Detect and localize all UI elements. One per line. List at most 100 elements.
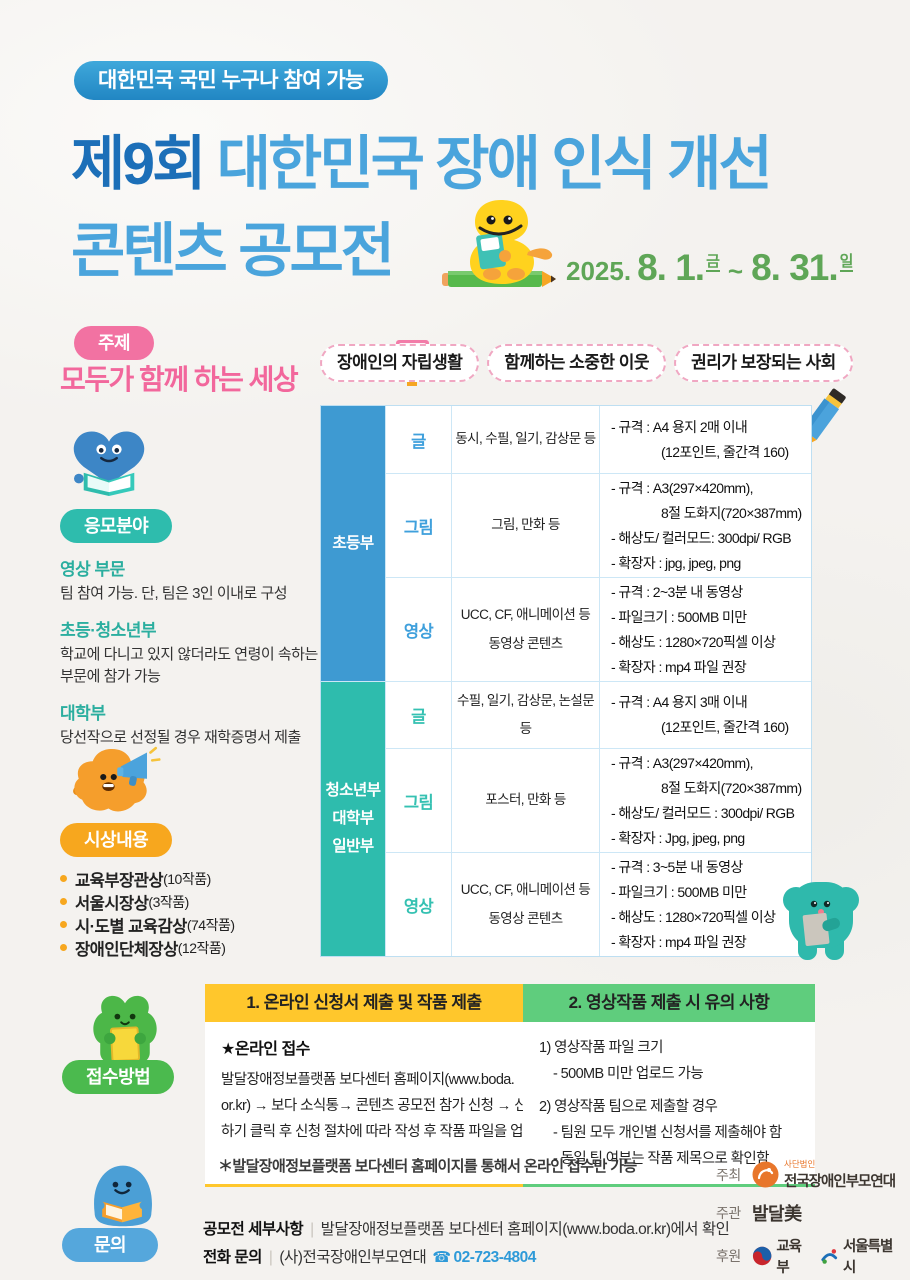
table-spec-cell: - 규격 : A3(297×420mm), 8절 도화지(720×387mm) … [599, 473, 811, 577]
divider: | [268, 1249, 273, 1266]
inquiry-phone-org: (사)전국장애인부모연대 [279, 1249, 427, 1266]
table-desc-cell: 수필, 일기, 감상문, 논설문 등 [451, 681, 599, 748]
award-item: 교육부장관상 (10작품) [60, 867, 322, 890]
table-group-elementary: 초등부 [321, 406, 385, 681]
inquiry-detail-row: 공모전 세부사항 | 발달장애정보플랫폼 보다센터 홈페이지(www.boda.or… [203, 1216, 730, 1244]
apply-line: or.kr) → 보다 소식통→ 콘텐츠 공모전 참가 신청 → 신청 [221, 1098, 540, 1114]
seoul-city-logo-icon [821, 1249, 838, 1264]
sponsor1-name: 교육부 [776, 1239, 802, 1276]
period-start: 8. 1. [637, 247, 705, 288]
seoul-logo-group: 서울특별시 [820, 1235, 900, 1277]
award-item: 장애인단체장상 (12작품) [60, 936, 322, 959]
spec-line: - 확장자 : jpg, jpeg, png [611, 554, 741, 571]
orange-blob-megaphone-mascot-icon [73, 746, 161, 812]
categories-section: 응모분야 영상 부문 팀 참여 가능. 단, 팀은 3인 이내로 구성 초등·청… [60, 428, 322, 748]
bullet-dot-icon [60, 875, 67, 882]
host-name: 전국장애인부모연대 [784, 1174, 896, 1190]
category-note-title: 영상 부문 [60, 560, 125, 579]
apply-col2-header: 2. 영상작품 제출 시 유의 사항 [523, 984, 815, 1022]
group-label: 일반부 [332, 837, 374, 855]
table-desc-cell: UCC, CF, 애니메이션 등 동영상 콘텐츠 [451, 852, 599, 956]
apply-col1-header: 1. 온라인 신청서 제출 및 작품 제출 [205, 984, 523, 1022]
spec-line: - 파일크기 : 500MB 미만 [611, 883, 747, 900]
poster-title-line1: 제9회 대한민국 장애 인식 개선 [71, 116, 773, 201]
desc-line: 동시, 수필, 일기, 감상문 등 [455, 431, 596, 447]
spec-line: 8절 도화지(720×387mm) [661, 504, 802, 521]
inquiry-phone-number: 02-723-4804 [453, 1249, 537, 1266]
categories-table: 초등부 글 동시, 수필, 일기, 감상문 등 - 규격 : A4 용지 2매 … [320, 405, 812, 957]
table-type-cell: 글 [385, 681, 451, 748]
divider: | [310, 1221, 314, 1238]
category-note-body: 팀 참여 가능. 단, 팀은 3인 이내로 구성 [60, 585, 288, 602]
bullet-dot-icon [60, 921, 67, 928]
desc-line: 포스터, 만화 등 [485, 792, 566, 808]
apply-line: - 팀원 모두 개인별 신청서를 제출해야 함 [553, 1125, 782, 1141]
table-desc-cell: 동시, 수필, 일기, 감상문 등 [451, 406, 599, 473]
theme-headline: 모두가 함께 하는 세상 [60, 364, 299, 395]
table-desc-cell: 포스터, 만화 등 [451, 748, 599, 852]
spec-line: - 규격 : A4 용지 3매 이내 [611, 694, 748, 710]
category-note-body: 학교에 다니고 있지 않더라도 연령이 속하는 부문에 참가 가능 [60, 646, 318, 685]
spec-line: (12포인트, 줄간격 160) [661, 443, 789, 460]
award-name: 서울시장상 [75, 894, 149, 913]
period-end-day: 일 [839, 253, 854, 272]
awards-list: 교육부장관상 (10작품) 서울시장상 (3작품) 시·도별 교육감상 (74작품) … [60, 867, 322, 959]
spec-line: (12포인트, 줄간격 160) [661, 719, 789, 735]
parents-association-logo-icon [752, 1161, 779, 1188]
table-type-cell: 글 [385, 406, 451, 473]
table-spec-cell: - 규격 : 2~3분 내 동영상 - 파일크기 : 500MB 미만 - 해상… [599, 577, 811, 681]
blue-heart-reading-book-mascot-icon [73, 431, 145, 497]
spec-line: - 해상도/ 컬러모드 : 300dpi/ RGB [611, 804, 795, 821]
teal-elephant-reading-mascot-icon [783, 882, 859, 960]
apply-line: 2) 영상작품 팀으로 제출할 경우 [539, 1099, 718, 1115]
host-text: 사단법인 전국장애인부모연대 [784, 1158, 896, 1191]
moe-logo-group: 교육부 [752, 1235, 810, 1277]
title-edition: 제9회 [71, 131, 206, 197]
award-item: 시·도별 교육감상 (74작품) [60, 913, 322, 936]
sponsor2-name: 서울특별시 [842, 1239, 893, 1276]
desc-line: UCC, CF, 애니메이션 등 [460, 882, 591, 898]
theme-pill-2: 함께하는 소중한 이웃 [487, 344, 667, 382]
table-desc-cell: UCC, CF, 애니메이션 등 동영상 콘텐츠 [451, 577, 599, 681]
apply-badge: 접수방법 [62, 1060, 175, 1094]
award-count: (12작품) [177, 939, 226, 956]
category-note-title: 초등·청소년부 [60, 621, 157, 641]
spec-line: - 규격 : 3~5분 내 동영상 [611, 858, 743, 875]
awards-badge: 시상내용 [60, 823, 173, 857]
spec-line: - 파일크기 : 500MB 미만 [611, 608, 747, 625]
inquiry-phone-row: 전화 문의 | (사)전국장애인부모연대 ☎ 02-723-4804 [203, 1244, 729, 1272]
category-note-body: 당선작으로 선정될 경우 재학증명서 제출 [60, 728, 301, 746]
spec-line: - 해상도 : 1280×720픽셀 이상 [611, 908, 776, 925]
award-name: 교육부장관상 [75, 871, 164, 890]
period-separator: ~ [727, 256, 744, 286]
desc-line: 수필, 일기, 감상문, 논설문 등 [456, 692, 595, 736]
spec-line: - 규격 : A3(297×420mm), [611, 754, 754, 771]
spec-line: - 확장자 : mp4 파일 권장 [611, 933, 747, 950]
award-count: (10작품) [163, 870, 211, 887]
organizer-name: 발달美 [752, 1204, 802, 1224]
theme-badge: 주제 [74, 326, 155, 360]
table-spec-cell: - 규격 : A4 용지 3매 이내 (12포인트, 줄간격 160) [599, 681, 811, 748]
host-label: 주최 [716, 1166, 741, 1183]
table-type-cell: 그림 [385, 473, 451, 577]
group-label: 초등부 [332, 534, 374, 552]
contest-period: 2025. 8. 1. 금 ~8. 31. 일 [566, 247, 854, 289]
host-logo-subtext: 사단법인 [784, 1159, 816, 1169]
table-group-youth-univ-general: 청소년부 대학부 일반부 [321, 681, 385, 956]
category-note-title: 대학부 [60, 703, 106, 723]
award-name: 시·도별 교육감상 [75, 917, 187, 936]
phone-handset-icon: ☎ [432, 1249, 451, 1266]
sponsor-row: 후원 교육부 서울특별시 [716, 1235, 910, 1277]
theme-pill-1: 장애인의 자립생활 [320, 344, 480, 382]
inquiry-detail-label: 공모전 세부사항 [203, 1221, 304, 1238]
green-character-holding-paper-mascot-icon [93, 995, 157, 1067]
period-start-day: 금 [706, 253, 720, 272]
desc-line: 동영상 콘텐츠 [488, 910, 563, 926]
apply-line: 발달장애정보플랫폼 보다센터 홈페이지(www.boda. [221, 1072, 515, 1088]
spec-line: - 규격 : A3(297×420mm), [611, 479, 754, 496]
bullet-dot-icon [60, 944, 67, 951]
sponsor-label: 후원 [716, 1248, 741, 1264]
table-type-cell: 영상 [385, 852, 451, 956]
apply-box: 1. 온라인 신청서 제출 및 작품 제출 ★온라인 접수 발달장애정보플랫폼 … [205, 984, 815, 1187]
